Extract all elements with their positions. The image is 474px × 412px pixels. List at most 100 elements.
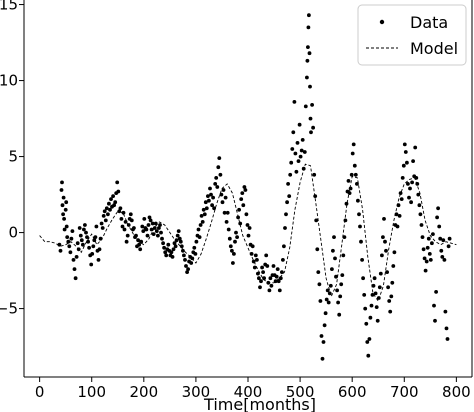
data-point (293, 151, 298, 156)
data-point (303, 104, 308, 109)
data-point (251, 259, 256, 264)
data-point (426, 236, 431, 241)
data-point (282, 244, 286, 249)
data-point (116, 189, 121, 194)
data-point (153, 221, 158, 226)
data-point (309, 130, 313, 135)
data-point (315, 247, 320, 252)
data-point (92, 238, 97, 243)
data-point (317, 282, 322, 287)
x-tick-label: 200 (129, 383, 158, 401)
data-point (396, 203, 401, 208)
data-point (363, 306, 368, 311)
y-tick-label: 5 (8, 148, 18, 166)
data-point (439, 248, 444, 253)
data-point (75, 241, 80, 246)
data-point (415, 182, 420, 186)
data-point (428, 258, 433, 262)
data-point (337, 312, 342, 317)
data-point (231, 261, 235, 265)
data-point (126, 223, 131, 227)
data-point (198, 223, 203, 227)
data-point (199, 214, 204, 218)
data-point (61, 212, 65, 217)
data-point (307, 13, 311, 18)
data-point (290, 147, 295, 151)
data-point (444, 326, 449, 331)
data-point (154, 229, 159, 234)
data-point (274, 274, 279, 279)
data-point (388, 309, 393, 314)
data-point (296, 159, 301, 164)
data-point (152, 226, 157, 230)
data-point (371, 283, 376, 288)
data-point (94, 224, 99, 229)
data-point (236, 215, 241, 220)
data-point (223, 195, 228, 200)
data-point (171, 247, 176, 252)
data-point (117, 209, 122, 214)
data-point (447, 236, 452, 241)
data-point (125, 233, 130, 238)
data-point (301, 166, 306, 171)
data-point (119, 217, 124, 221)
data-point (375, 318, 380, 323)
data-point (233, 239, 237, 244)
data-point (372, 276, 377, 281)
data-point (111, 194, 115, 199)
data-point (73, 276, 78, 281)
data-point (342, 235, 347, 240)
data-point (102, 209, 107, 214)
data-point (137, 242, 142, 247)
data-point (316, 270, 321, 274)
data-point (190, 256, 195, 261)
data-point (107, 201, 111, 206)
data-point (209, 192, 213, 197)
data-point (377, 285, 382, 290)
data-point (407, 195, 411, 200)
data-point (60, 180, 64, 185)
data-point (241, 203, 246, 208)
data-point (142, 217, 147, 221)
data-point (291, 130, 296, 135)
data-point (104, 206, 109, 211)
data-point (361, 276, 365, 281)
data-point (207, 198, 211, 203)
x-tick-label: 800 (442, 383, 471, 401)
data-point (150, 221, 155, 226)
data-point (66, 239, 71, 244)
data-point (332, 235, 336, 240)
data-point (242, 185, 247, 189)
data-point (399, 197, 404, 202)
data-point (341, 253, 346, 258)
data-point (355, 182, 359, 186)
data-point (387, 299, 392, 303)
data-point (227, 236, 232, 241)
data-point (330, 267, 334, 271)
data-point (208, 186, 212, 191)
data-point (245, 223, 250, 227)
data-point (416, 192, 421, 197)
data-point (124, 239, 129, 244)
data-point (357, 212, 361, 217)
data-point (176, 229, 181, 234)
data-point (164, 253, 169, 258)
data-point (391, 264, 396, 268)
data-point (381, 235, 385, 240)
data-point (183, 258, 187, 262)
data-point (398, 191, 403, 196)
data-point (120, 224, 125, 229)
data-point (437, 224, 442, 229)
data-point (305, 75, 309, 80)
data-point (100, 226, 105, 230)
data-point (265, 264, 270, 268)
y-tick-label: 10 (0, 72, 18, 90)
data-point (134, 233, 138, 238)
data-point (321, 340, 326, 344)
data-point (149, 227, 154, 232)
data-point (186, 267, 191, 271)
data-point (339, 282, 344, 287)
data-point (397, 214, 402, 218)
data-point (221, 188, 226, 192)
data-point (365, 340, 370, 344)
